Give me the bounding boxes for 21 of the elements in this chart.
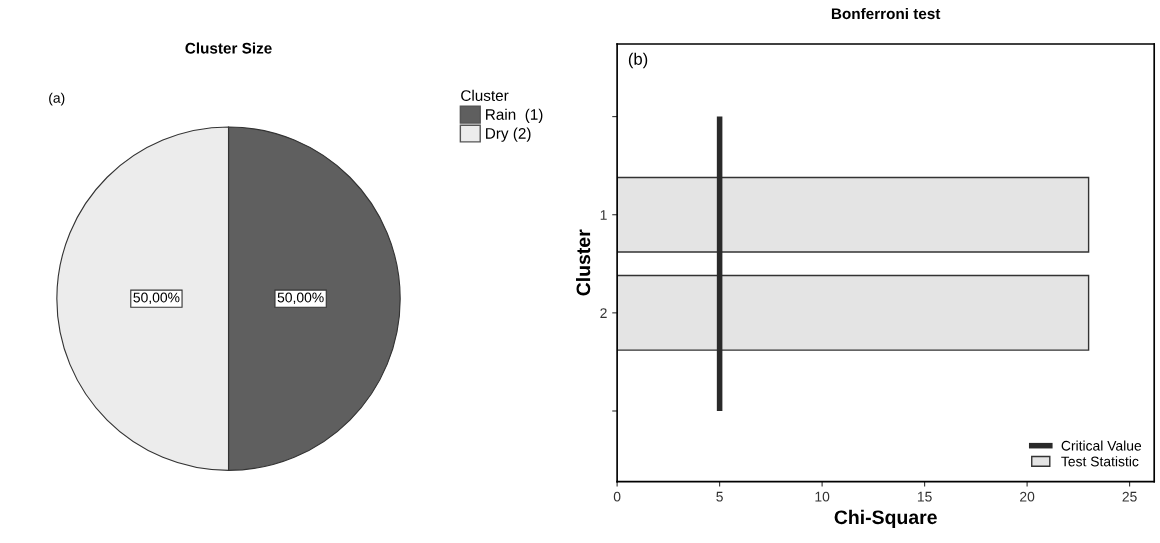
x-tick-label: 15 bbox=[917, 491, 932, 502]
annotation: (b) bbox=[628, 52, 648, 69]
x-axis-title: Chi-Square bbox=[834, 509, 937, 528]
legend-title: Cluster bbox=[461, 89, 509, 101]
data-label: 50,00% bbox=[277, 292, 324, 305]
y-tick-label: 1 bbox=[600, 210, 607, 220]
legend-label: Rain (1) bbox=[486, 108, 543, 123]
chart-title: Bonferroni test bbox=[831, 7, 941, 20]
legend-label: Critical Value bbox=[1061, 440, 1142, 451]
data-label: 50,00% bbox=[133, 292, 180, 305]
x-tick-label: 5 bbox=[716, 491, 723, 502]
x-tick-label: 0 bbox=[613, 491, 621, 502]
y-tick-label: 2 bbox=[600, 308, 607, 318]
legend-label: Dry (2) bbox=[486, 127, 531, 142]
y-axis-title: Cluster bbox=[575, 229, 591, 296]
chart-title: Cluster Size bbox=[185, 42, 272, 54]
x-tick-label: 20 bbox=[1020, 491, 1035, 502]
legend-label: Test Statistic bbox=[1061, 456, 1139, 467]
x-tick-label: 10 bbox=[815, 491, 830, 502]
x-tick-label: 25 bbox=[1122, 491, 1137, 502]
text: (a) bbox=[49, 92, 65, 106]
